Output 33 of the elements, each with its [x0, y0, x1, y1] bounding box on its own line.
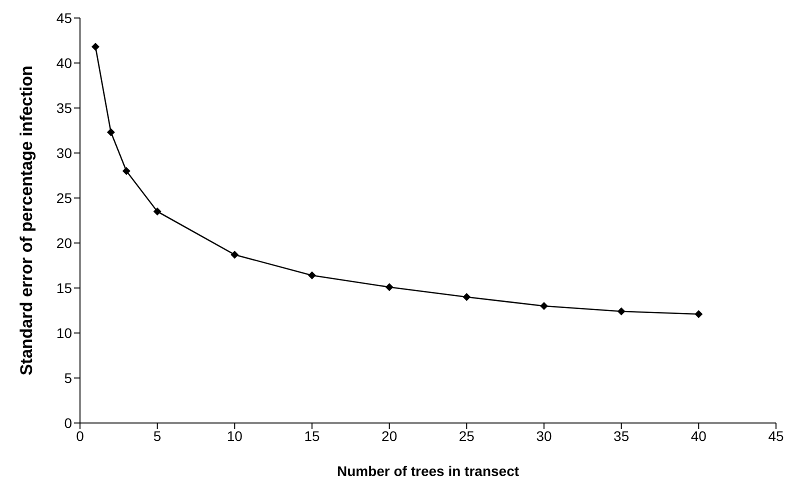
point	[308, 271, 316, 280]
x-tick-label: 35	[614, 428, 630, 444]
x-tick-label: 20	[382, 428, 398, 444]
y-tick-label: 0	[64, 414, 72, 431]
y-tick-label: 30	[56, 144, 72, 161]
y-tick-label: 10	[56, 324, 72, 341]
point	[91, 42, 100, 51]
x-tick-label: 30	[536, 428, 552, 444]
x-tick-label: 25	[458, 428, 475, 444]
y-tick-label: 35	[56, 100, 72, 116]
y-axis-title: Standard error of percentage infection	[17, 66, 36, 376]
y-tick-label: 5	[64, 370, 72, 386]
y-tick-label: 40	[56, 54, 72, 71]
point	[153, 208, 162, 216]
point	[694, 310, 703, 318]
point	[230, 250, 239, 259]
y-tick-label: 45	[56, 10, 72, 26]
x-tick-label: 15	[304, 428, 320, 444]
point	[462, 293, 471, 301]
point	[122, 167, 130, 175]
y-tick-label: 15	[56, 280, 72, 296]
x-tick-label: 45	[768, 428, 784, 444]
point	[540, 302, 548, 310]
x-tick-label: 0	[76, 428, 84, 444]
point	[106, 128, 115, 136]
x-axis-title: Number of trees in transect	[336, 463, 520, 479]
x-tick-label: 40	[690, 428, 707, 444]
point	[617, 307, 626, 316]
x-tick-label: 5	[153, 428, 162, 444]
y-tick-label: 20	[56, 234, 72, 251]
point	[385, 283, 394, 292]
x-tick-label: 10	[226, 428, 243, 444]
y-tick-label: 25	[56, 190, 72, 206]
